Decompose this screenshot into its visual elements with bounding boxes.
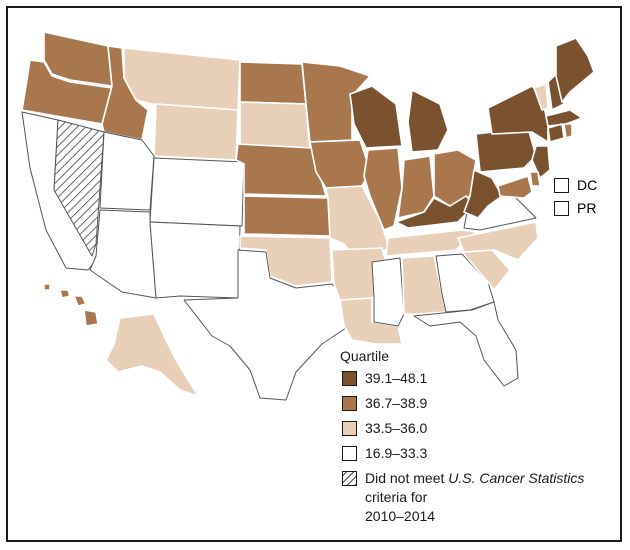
state-ut — [99, 131, 155, 211]
state-nm — [149, 221, 241, 299]
state-mn — [301, 61, 371, 143]
state-tx — [183, 249, 347, 401]
nodata-text-3: 2010–2014 — [365, 508, 436, 524]
legend-label-nodata: Did not meet U.S. Cancer Statistics crit… — [365, 469, 610, 526]
legend-label-q4: 16.9–33.3 — [365, 445, 428, 461]
state-nh — [547, 73, 565, 111]
nodata-text-2: criteria for — [365, 489, 428, 505]
state-pa — [475, 127, 537, 173]
state-fl — [413, 301, 519, 387]
state-hi — [43, 283, 99, 327]
legend-swatch-nodata — [342, 471, 357, 486]
legend-swatch-q3 — [342, 421, 357, 436]
state-nc — [457, 221, 539, 261]
state-la — [339, 297, 403, 345]
state-ma — [545, 109, 583, 127]
state-ms — [371, 257, 405, 327]
state-ky — [395, 195, 475, 229]
legend-swatch-q1 — [342, 371, 357, 386]
pr-label: PR — [577, 200, 597, 216]
state-wi — [349, 85, 403, 149]
state-ak — [105, 313, 199, 397]
state-ks — [243, 195, 331, 237]
state-az — [89, 209, 157, 299]
state-nj — [531, 145, 551, 179]
state-mt — [123, 47, 241, 111]
state-ok — [239, 235, 333, 287]
pr-swatch — [554, 201, 569, 216]
legend-label-q2: 36.7–38.9 — [365, 395, 428, 411]
state-id — [101, 45, 149, 141]
state-mi — [407, 89, 449, 153]
dc-swatch — [554, 178, 569, 193]
nodata-text-italic: U.S. Cancer Statistics — [448, 470, 585, 486]
legend-label-q1: 39.1–48.1 — [365, 370, 428, 386]
legend-title: Quartile — [340, 348, 390, 364]
legend-label-q3: 33.5–36.0 — [365, 420, 428, 436]
dc-row: DC — [552, 176, 597, 195]
state-il — [363, 147, 403, 231]
legend-row-q2: 36.7–38.9 — [340, 394, 610, 413]
legend-swatch-q4 — [342, 446, 357, 461]
state-ct — [547, 123, 565, 143]
legend-row-q1: 39.1–48.1 — [340, 369, 610, 388]
state-wy — [153, 103, 239, 161]
state-wv — [463, 169, 503, 219]
state-de — [529, 171, 541, 187]
legend-row-q4: 16.9–33.3 — [340, 444, 610, 463]
state-co — [149, 157, 245, 227]
legend-swatch-q2 — [342, 396, 357, 411]
figure-frame — [6, 6, 622, 542]
nodata-text-1: Did not meet — [365, 470, 449, 486]
state-vt — [533, 83, 549, 111]
state-nd — [239, 61, 307, 105]
state-md — [497, 175, 533, 199]
pr-row: PR — [552, 199, 597, 218]
state-nv — [53, 119, 105, 257]
state-me — [555, 37, 595, 103]
legend-row-nodata: Did not meet U.S. Cancer Statistics crit… — [340, 469, 610, 526]
legend-row-q3: 33.5–36.0 — [340, 419, 610, 438]
inset-legend: DC PR — [552, 176, 597, 222]
map-legend: Quartile 39.1–48.1 36.7–38.9 33.5–36.0 1… — [340, 348, 610, 532]
dc-label: DC — [577, 177, 598, 193]
state-ri — [563, 123, 573, 139]
